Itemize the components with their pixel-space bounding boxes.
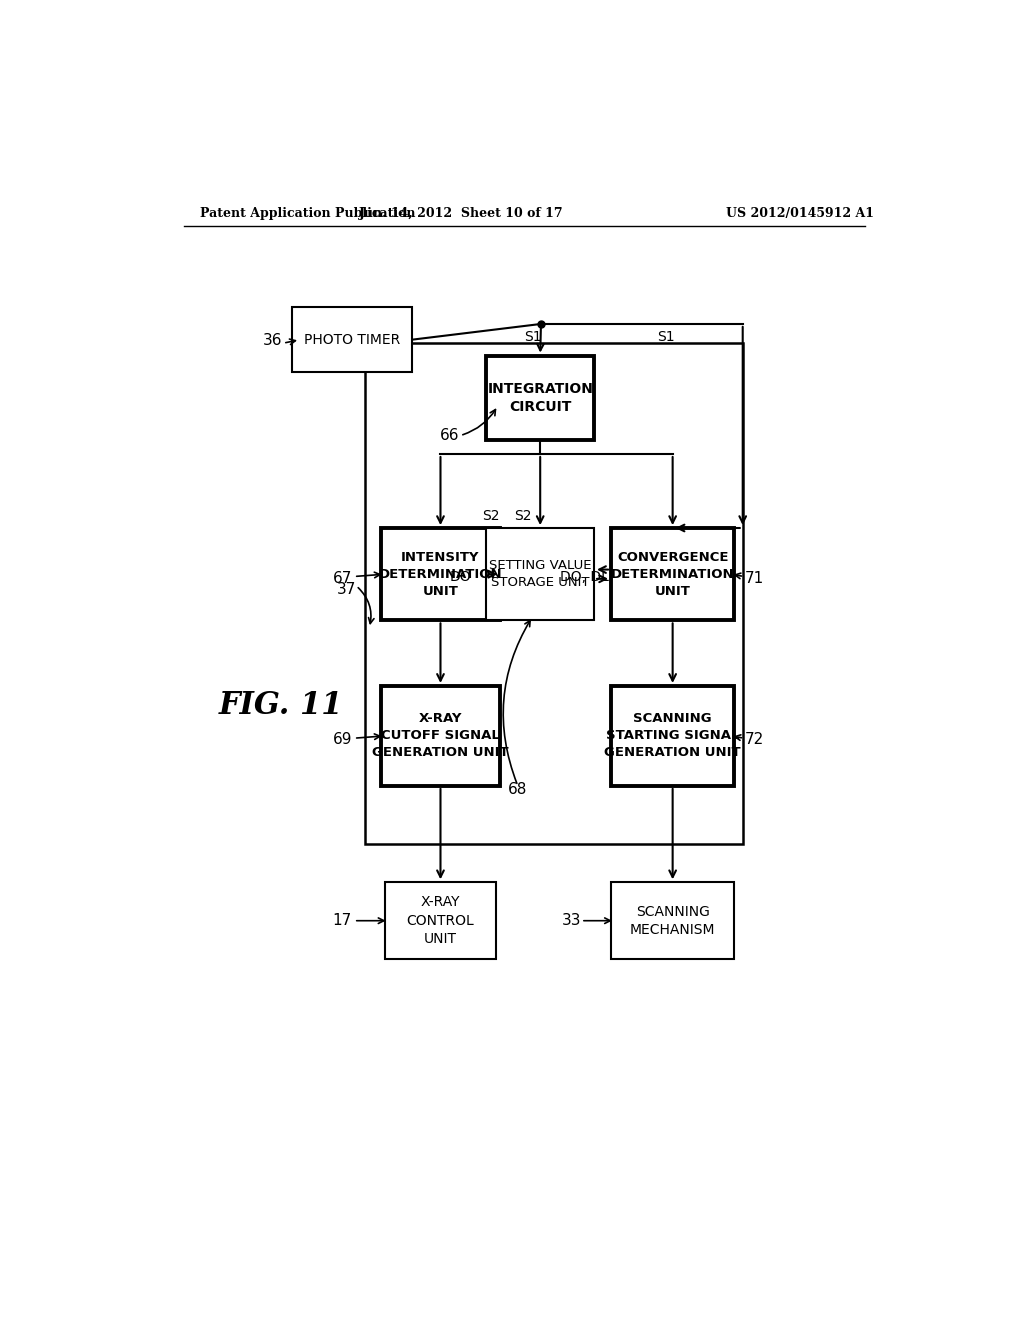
Bar [366,343,742,843]
Text: Jun. 14, 2012  Sheet 10 of 17: Jun. 14, 2012 Sheet 10 of 17 [359,207,564,220]
Text: 71: 71 [744,570,764,586]
Bar [486,528,594,620]
Text: 66: 66 [440,428,460,444]
Text: DO: DO [450,569,471,583]
Text: 69: 69 [333,733,352,747]
Text: 36: 36 [263,334,283,348]
Text: X-RAY
CONTROL
UNIT: X-RAY CONTROL UNIT [407,895,474,946]
Text: 67: 67 [333,570,352,586]
Text: 72: 72 [744,733,764,747]
Text: SCANNING
STARTING SIGNAL
GENERATION UNIT: SCANNING STARTING SIGNAL GENERATION UNIT [604,713,741,759]
Text: INTENSITY
DETERMINATION
UNIT: INTENSITY DETERMINATION UNIT [379,550,503,598]
Bar [611,686,734,785]
Text: 37: 37 [337,582,356,597]
Bar [611,882,734,960]
Bar [611,528,734,620]
Text: S1: S1 [523,330,542,345]
Bar [292,308,412,372]
Text: Patent Application Publication: Patent Application Publication [200,207,416,220]
Text: 17: 17 [333,913,352,928]
Bar [486,355,594,441]
Text: S1: S1 [657,330,675,345]
Text: S2: S2 [514,510,532,524]
Text: DO, DL: DO, DL [560,569,609,583]
Bar [385,882,497,960]
Text: 33: 33 [562,913,582,928]
Text: S2: S2 [482,510,500,524]
Bar [381,528,500,620]
Text: PHOTO TIMER: PHOTO TIMER [304,333,400,347]
Text: US 2012/0145912 A1: US 2012/0145912 A1 [726,207,874,220]
Text: FIG. 11: FIG. 11 [219,689,344,721]
Bar [381,686,500,785]
Text: SETTING VALUE
STORAGE UNIT: SETTING VALUE STORAGE UNIT [488,560,592,589]
Text: CONVERGENCE
DETERMINATION
UNIT: CONVERGENCE DETERMINATION UNIT [611,550,734,598]
Text: SCANNING
MECHANISM: SCANNING MECHANISM [630,904,716,937]
Text: 68: 68 [508,783,527,797]
Text: X-RAY
CUTOFF SIGNAL
GENERATION UNIT: X-RAY CUTOFF SIGNAL GENERATION UNIT [372,713,509,759]
Text: INTEGRATION
CIRCUIT: INTEGRATION CIRCUIT [487,381,593,414]
